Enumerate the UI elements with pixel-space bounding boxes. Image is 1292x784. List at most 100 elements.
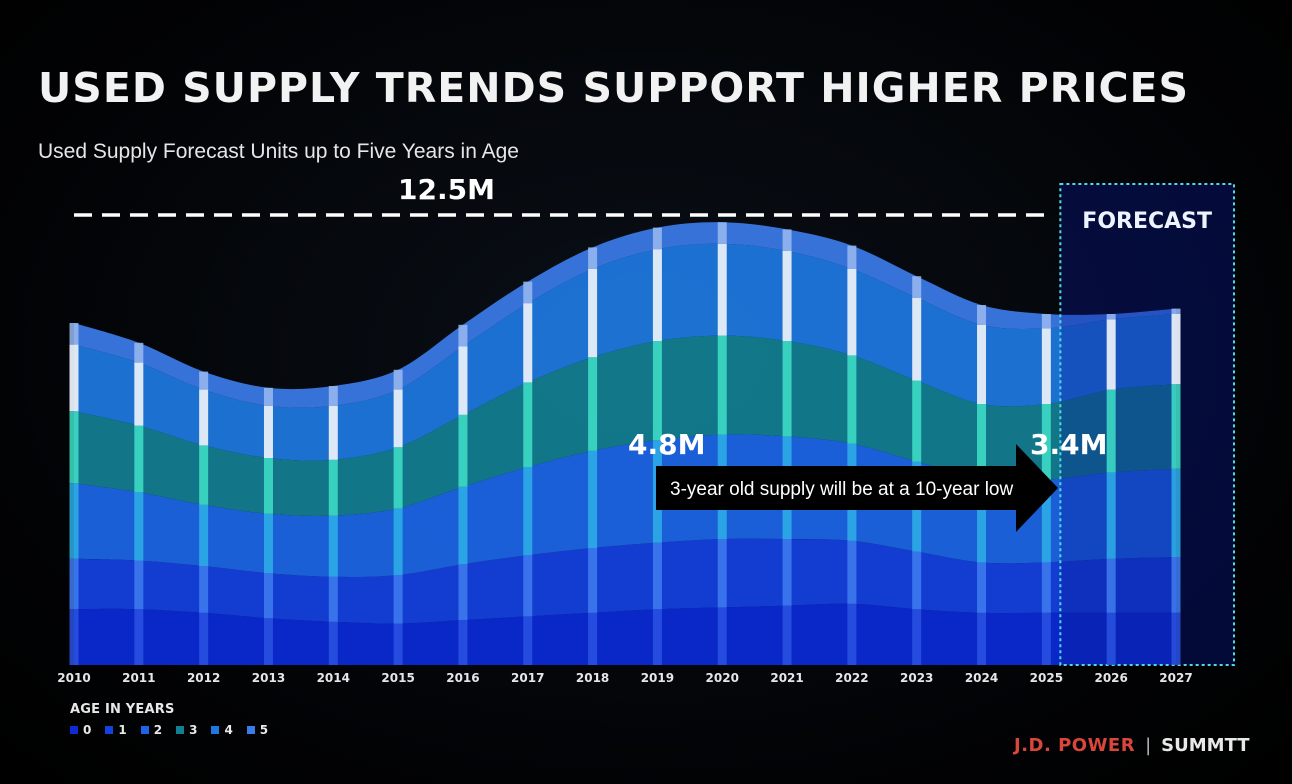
bar-2017-age-4 <box>523 303 533 383</box>
legend-swatch <box>246 726 255 734</box>
legend-item-age-0: 0 <box>70 723 91 737</box>
bar-2010-age-3 <box>69 411 79 484</box>
bar-2015-age-3 <box>393 447 403 509</box>
bar-2017-age-0 <box>523 616 533 665</box>
bar-2020-age-4 <box>717 243 727 336</box>
brand-separator: | <box>1145 735 1152 756</box>
x-tick-label-2013: 2013 <box>252 671 285 685</box>
legend-item-age-1: 1 <box>105 723 127 737</box>
bar-2024-age-4 <box>977 324 987 404</box>
bar-2027-age-5 <box>1171 308 1181 314</box>
x-tick-label-2015: 2015 <box>381 671 414 685</box>
bar-2019-age-1 <box>652 542 662 610</box>
bar-2016-age-5 <box>458 324 468 347</box>
bar-2027-age-0 <box>1171 612 1181 665</box>
legend-label: 2 <box>153 723 163 737</box>
bar-2021-age-1 <box>782 539 792 606</box>
bar-2017-age-3 <box>523 382 533 467</box>
x-tick-label-2023: 2023 <box>900 671 933 685</box>
bar-2011-age-3 <box>134 425 144 493</box>
x-tick-label-2020: 2020 <box>706 671 739 685</box>
bar-2024-age-2 <box>977 477 987 563</box>
x-tick-label-2010: 2010 <box>57 671 90 685</box>
legend-swatch <box>105 726 114 734</box>
legend-swatch <box>176 726 185 734</box>
bar-2018-age-3 <box>588 357 598 451</box>
legend-label: 4 <box>224 723 233 737</box>
bar-2010-age-0 <box>69 609 79 665</box>
bar-2012-age-5 <box>199 371 209 390</box>
legend-item-age-4: 4 <box>211 723 233 737</box>
bar-2014-age-4 <box>328 405 338 460</box>
bar-2017-age-1 <box>523 555 533 617</box>
bar-2018-age-5 <box>588 247 598 269</box>
bar-2019-age-5 <box>652 227 662 250</box>
brand-event: SUMMTT <box>1161 735 1250 756</box>
chart-subtitle: Used Supply Forecast Units up to Five Ye… <box>38 140 519 163</box>
bar-2026-age-1 <box>1106 558 1116 613</box>
annotation-end-label: 3.4M <box>1030 428 1107 461</box>
page-title: USED SUPPLY TRENDS SUPPORT HIGHER PRICES <box>38 64 1190 112</box>
bar-2026-age-4 <box>1106 319 1116 390</box>
bar-2022-age-1 <box>847 540 857 604</box>
bar-2022-age-3 <box>847 355 857 444</box>
bar-2022-age-0 <box>847 603 857 665</box>
bar-2021-age-4 <box>782 251 792 341</box>
bar-2012-age-0 <box>199 612 209 665</box>
bar-2013-age-5 <box>263 387 273 406</box>
reference-label: 12.5M <box>398 173 495 206</box>
bar-2016-age-1 <box>458 564 468 620</box>
area-series-0 <box>74 603 1176 665</box>
bar-2016-age-0 <box>458 620 468 665</box>
bar-2019-age-4 <box>652 249 662 341</box>
x-tick-label-2017: 2017 <box>511 671 544 685</box>
bar-2023-age-3 <box>912 380 922 462</box>
x-tick-label-2026: 2026 <box>1094 671 1127 685</box>
bar-2019-age-3 <box>652 341 662 440</box>
bar-2014-age-5 <box>328 386 338 406</box>
bar-2020-age-5 <box>717 222 727 244</box>
bar-2011-age-4 <box>134 362 144 426</box>
x-tick-label-2011: 2011 <box>122 671 155 685</box>
bar-2024-age-1 <box>977 562 987 613</box>
annotation-arrow-text: 3-year old supply will be at a 10-year l… <box>670 479 1014 500</box>
bar-2011-age-2 <box>134 492 144 561</box>
forecast-region <box>1060 184 1234 665</box>
x-tick-label-2022: 2022 <box>835 671 868 685</box>
annotation-arrow <box>656 444 1058 532</box>
bar-2025-age-1 <box>1041 562 1051 613</box>
bar-2023-age-4 <box>912 297 922 381</box>
bar-2016-age-4 <box>458 346 468 415</box>
bar-2020-age-3 <box>717 335 727 435</box>
brand-footer: J.D. POWER | SUMMTT <box>1014 735 1250 756</box>
bar-2020-age-1 <box>717 539 727 608</box>
bar-2022-age-5 <box>847 245 857 269</box>
bar-2015-age-5 <box>393 369 403 390</box>
bar-2015-age-0 <box>393 623 403 665</box>
chart-legend: AGE IN YEARS 0 1 2 3 4 5 <box>70 702 268 737</box>
bar-2015-age-1 <box>393 575 403 624</box>
bar-2017-age-5 <box>523 281 533 304</box>
x-tick-label-2019: 2019 <box>641 671 674 685</box>
bar-2020-age-0 <box>717 607 727 665</box>
x-tick-label-2018: 2018 <box>576 671 609 685</box>
bar-2010-age-5 <box>69 323 79 345</box>
bar-2014-age-0 <box>328 621 338 665</box>
bar-2027-age-1 <box>1171 557 1181 613</box>
legend-items: 0 1 2 3 4 5 <box>70 723 268 737</box>
bar-2025-age-5 <box>1041 314 1051 329</box>
x-tick-label-2016: 2016 <box>446 671 479 685</box>
x-tick-label-2012: 2012 <box>187 671 220 685</box>
bar-2023-age-0 <box>912 609 922 665</box>
bar-2025-age-3 <box>1041 404 1051 480</box>
bar-2018-age-1 <box>588 548 598 613</box>
bar-2026-age-0 <box>1106 612 1116 665</box>
bar-2015-age-2 <box>393 508 403 575</box>
x-tick-label-2014: 2014 <box>317 671 350 685</box>
area-series-1 <box>74 538 1176 624</box>
bar-2018-age-4 <box>588 269 598 358</box>
bar-2013-age-4 <box>263 405 273 458</box>
brand-company: J.D. POWER <box>1014 735 1136 756</box>
bar-2017-age-2 <box>523 467 533 556</box>
bar-2011-age-5 <box>134 342 144 363</box>
